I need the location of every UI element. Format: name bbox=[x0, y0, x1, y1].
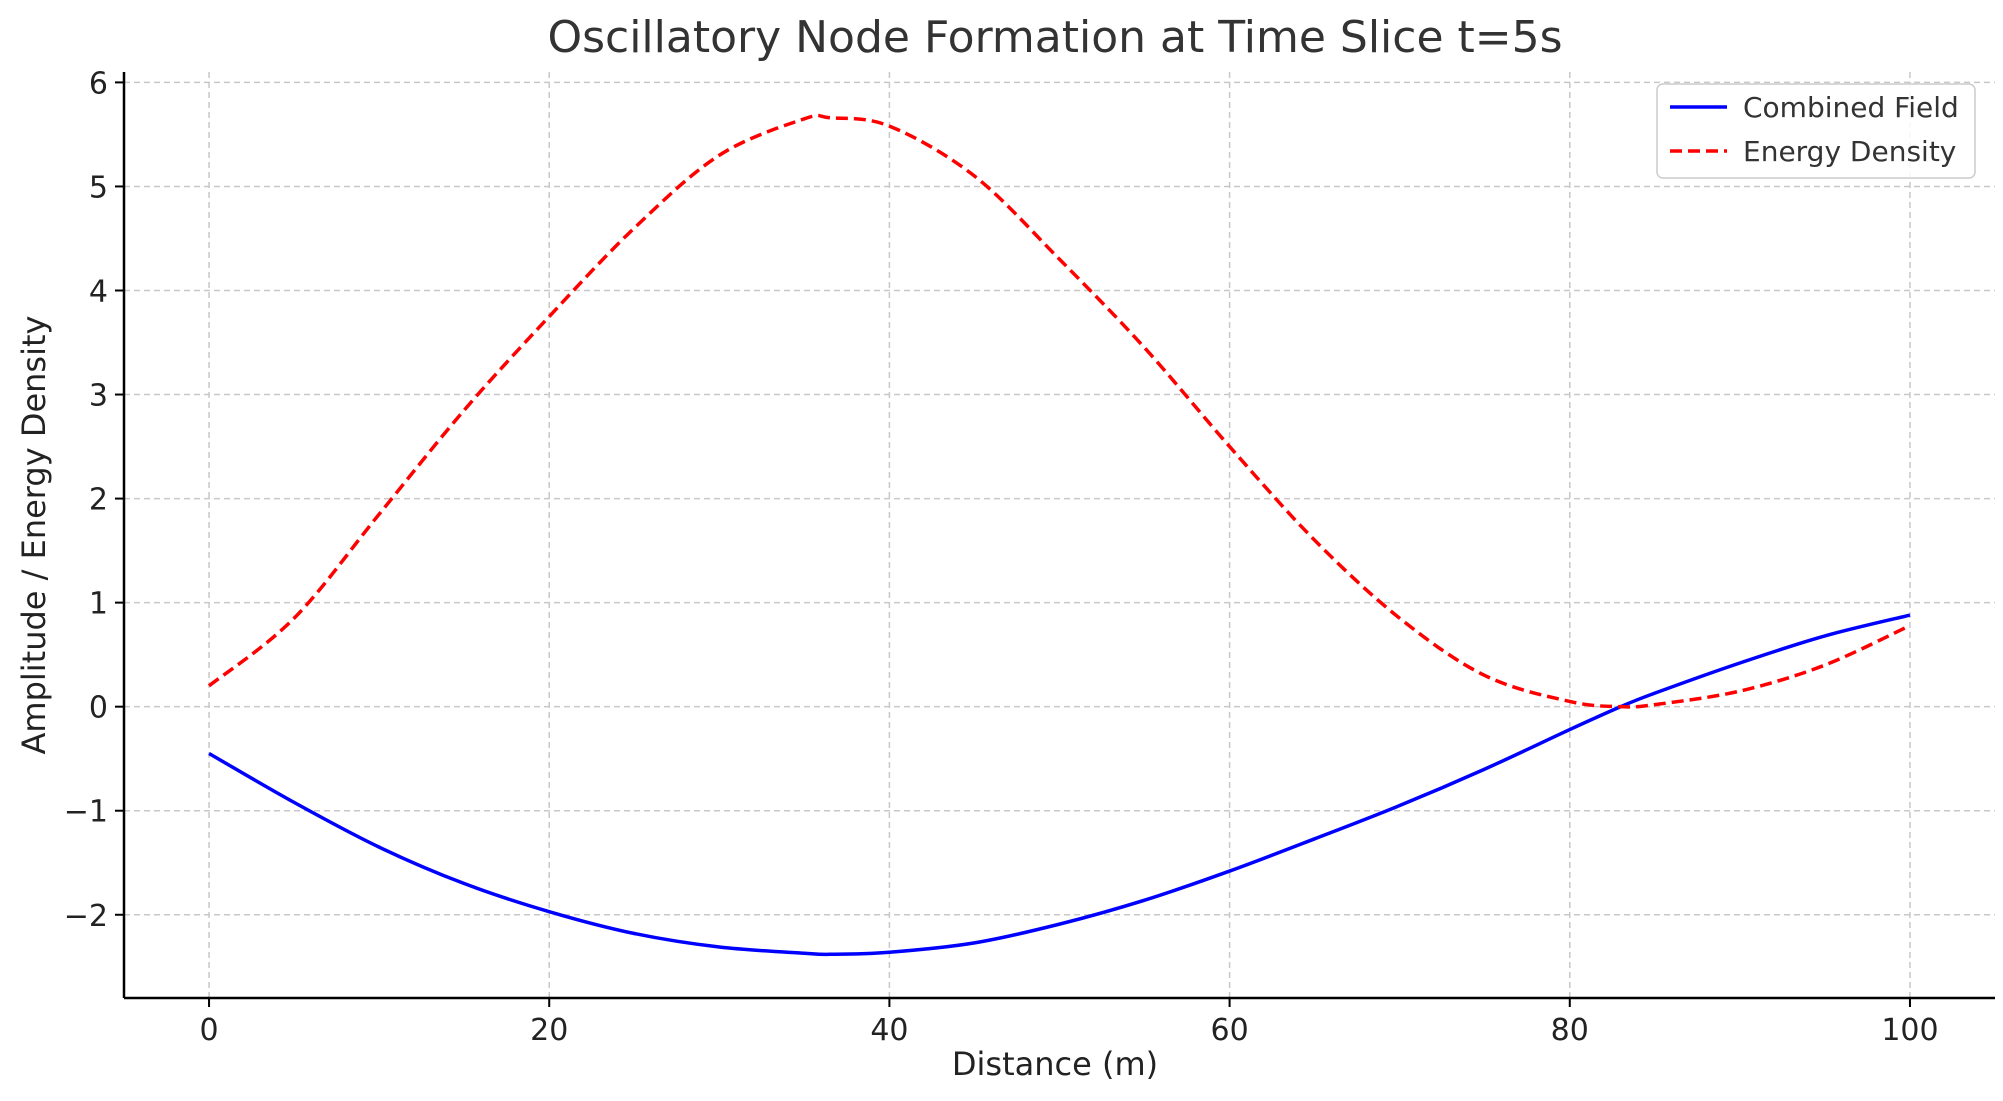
legend-label-combined-field: Combined Field bbox=[1743, 91, 1959, 124]
y-tick-label: 0 bbox=[89, 691, 108, 726]
y-tick-label: −1 bbox=[64, 795, 108, 830]
grid bbox=[124, 72, 1995, 998]
y-tick-label: −2 bbox=[64, 899, 108, 934]
legend: Combined Field Energy Density bbox=[1656, 83, 1976, 179]
x-axis-label: Distance (m) bbox=[952, 1045, 1158, 1083]
y-tick-label: 4 bbox=[89, 274, 108, 309]
x-tick-label: 60 bbox=[1210, 1013, 1248, 1048]
y-tick-label: 2 bbox=[89, 483, 108, 518]
x-tick-label: 100 bbox=[1881, 1013, 1938, 1048]
axes bbox=[122, 72, 1995, 1000]
y-tick-label: 1 bbox=[89, 587, 108, 622]
x-tick-label: 20 bbox=[530, 1013, 568, 1048]
x-tick-label: 0 bbox=[199, 1013, 218, 1048]
y-tick-label: 5 bbox=[89, 170, 108, 205]
y-tick-label: 3 bbox=[89, 379, 108, 414]
chart-title: Oscillatory Node Formation at Time Slice… bbox=[547, 12, 1562, 63]
series-line-combined-field bbox=[208, 613, 1911, 957]
x-tick-label: 80 bbox=[1551, 1013, 1589, 1048]
x-ticks: 0 20 40 60 80 100 bbox=[199, 998, 1939, 1048]
legend-frame bbox=[1656, 83, 1976, 179]
y-tick-label: 6 bbox=[89, 66, 108, 101]
series-layer bbox=[207, 113, 1911, 957]
y-axis-label: Amplitude / Energy Density bbox=[15, 316, 53, 755]
legend-label-energy-density: Energy Density bbox=[1743, 135, 1956, 168]
y-ticks: −2 −1 0 1 2 3 4 5 6 bbox=[64, 66, 124, 934]
series-line-energy-density bbox=[207, 113, 1911, 709]
x-tick-label: 40 bbox=[870, 1013, 908, 1048]
